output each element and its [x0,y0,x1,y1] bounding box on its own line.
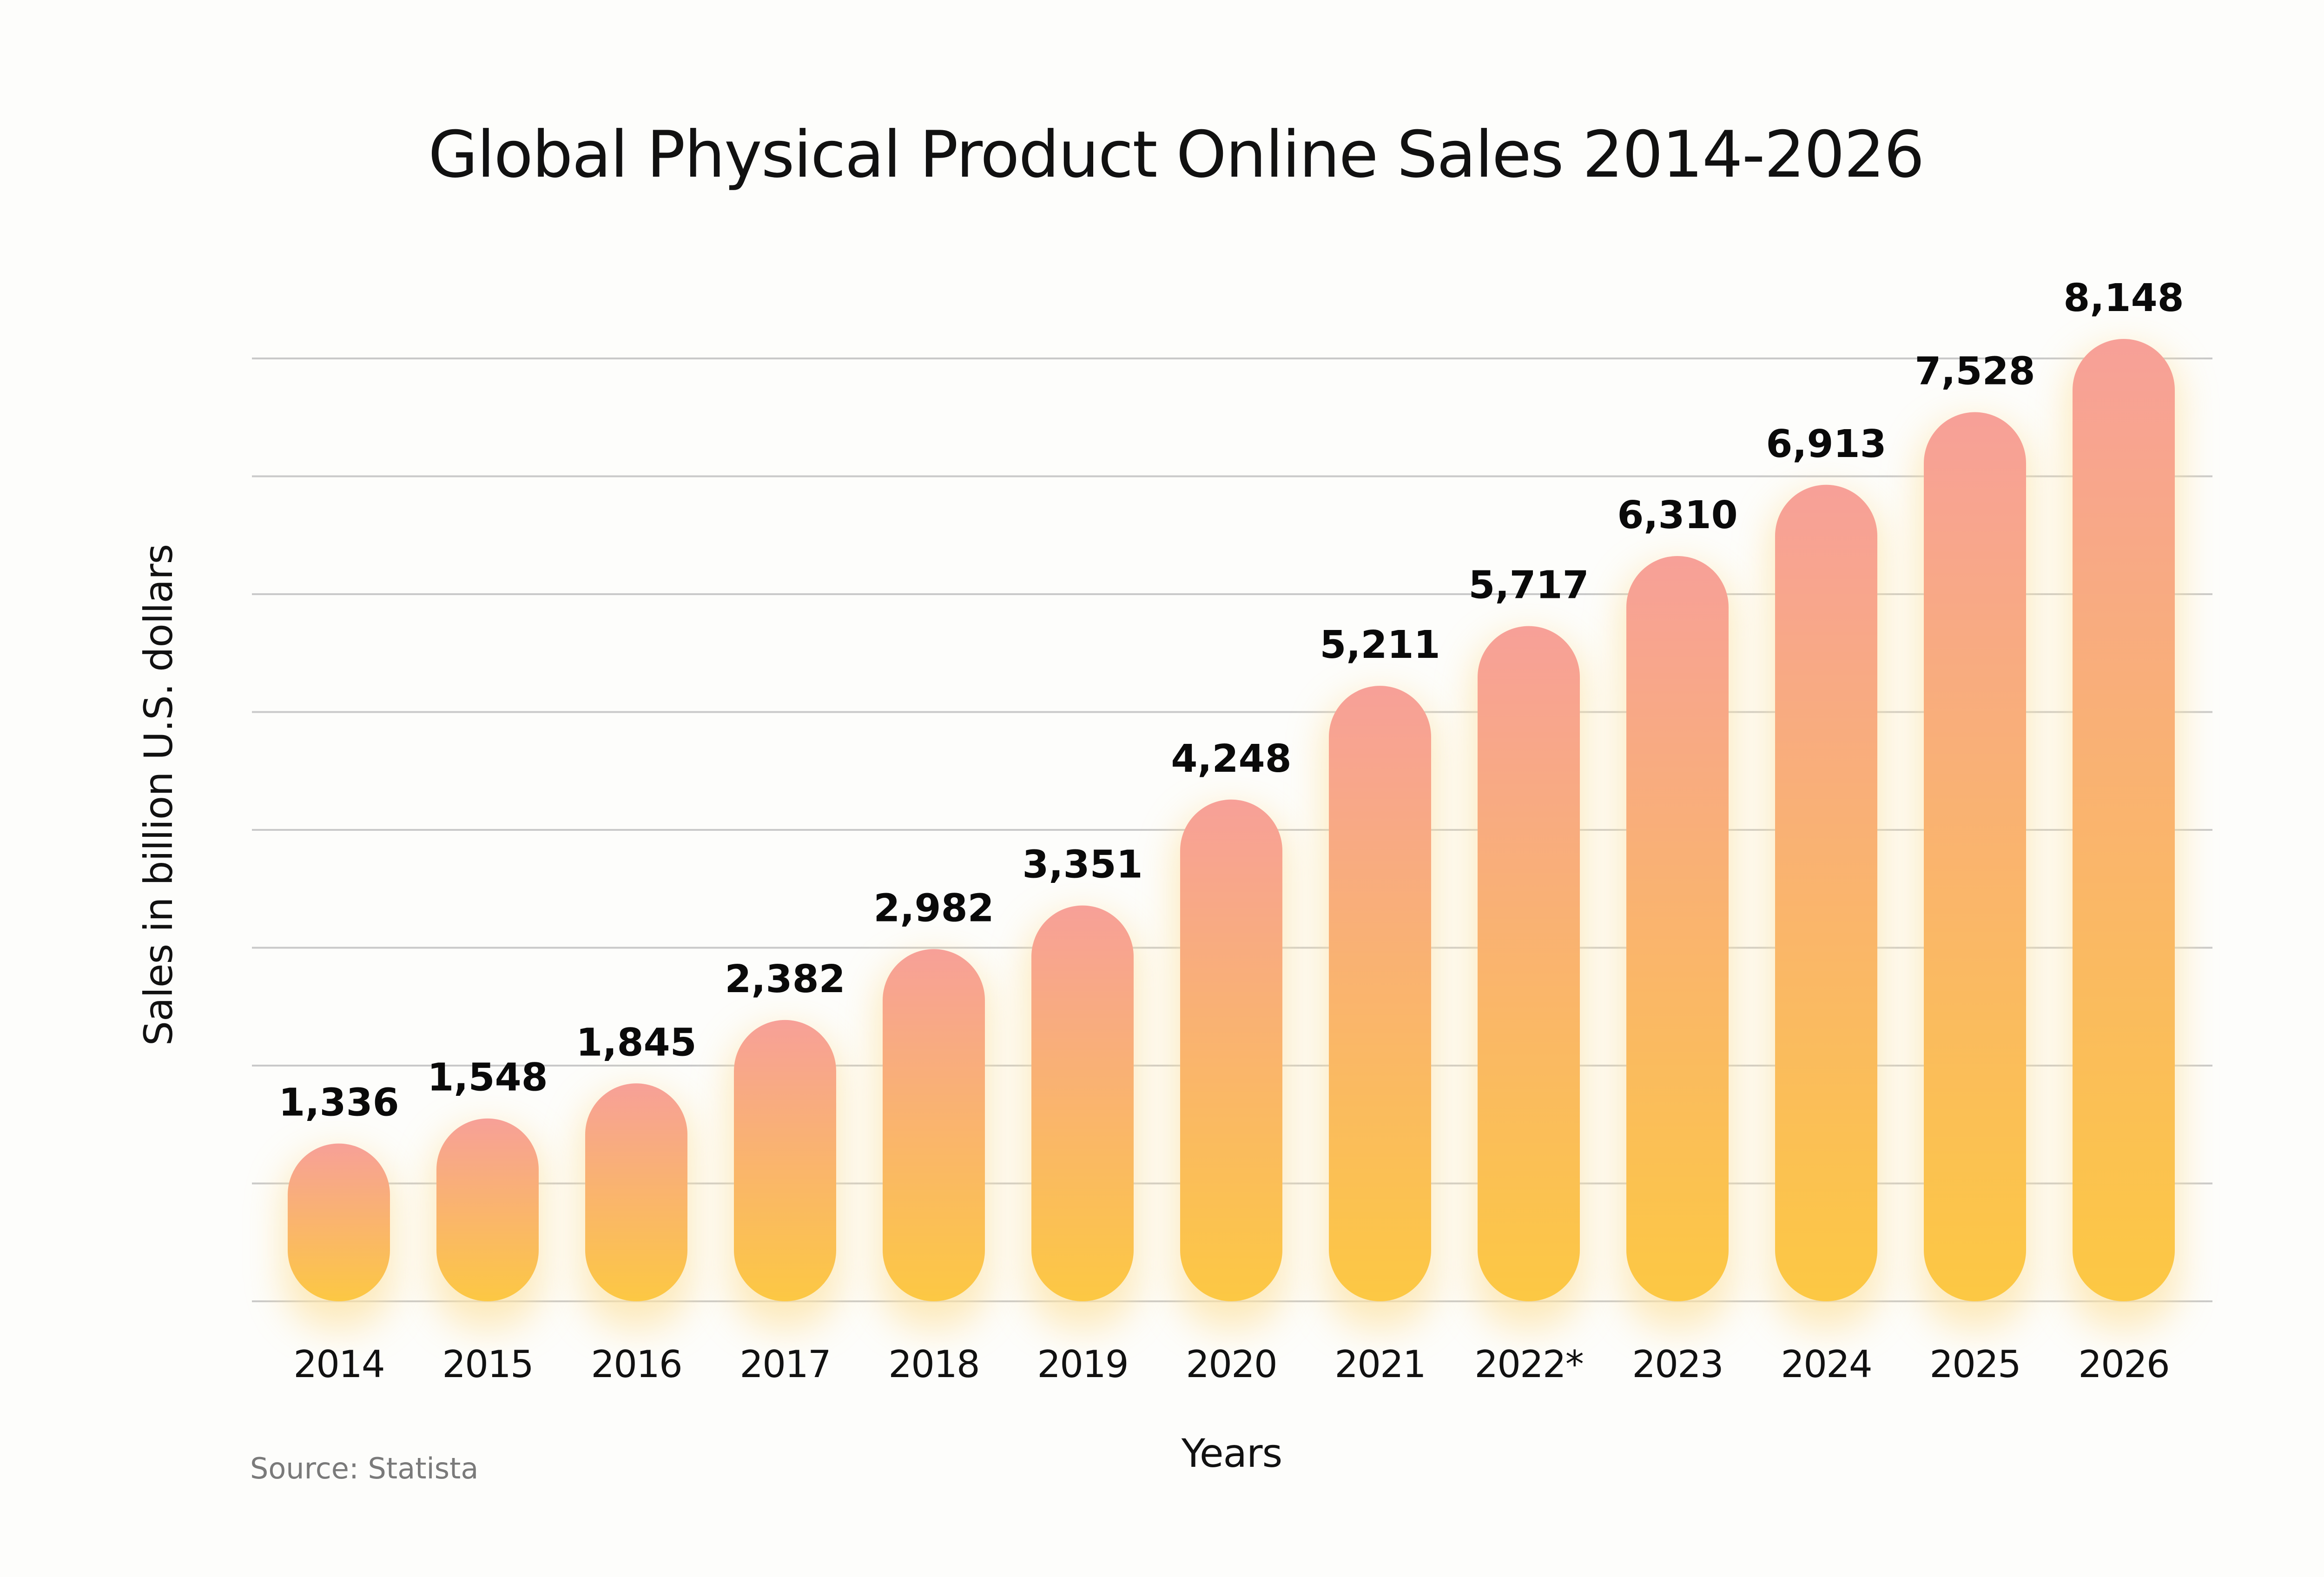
x-tick-label: 2025 [1929,1343,2020,1386]
x-tick-label: 2026 [2078,1343,2169,1386]
x-tick-label: 2014 [293,1343,384,1386]
x-tick-label: 2020 [1186,1343,1277,1386]
value-label: 2,382 [725,957,845,1001]
value-label: 4,248 [1171,737,1291,781]
x-tick-label: 2021 [1334,1343,1426,1386]
x-tick-label: 2017 [739,1343,831,1386]
bar-2024 [1775,484,1877,1301]
value-label: 5,211 [1320,623,1440,667]
bar-2025 [1924,412,2026,1302]
x-tick-label: 2016 [591,1343,682,1386]
bar-2022 [1478,626,1580,1301]
x-axis-label: Years [1181,1431,1282,1476]
x-tick-label: 2015 [442,1343,533,1386]
bar-2014 [288,1143,390,1301]
x-tick-label: 2018 [888,1343,979,1386]
value-label: 1,336 [278,1081,399,1125]
bar-2026 [2073,339,2175,1301]
value-label: 5,717 [1468,563,1589,608]
x-tick-label: 2022* [1474,1343,1583,1386]
x-tick-label: 2019 [1037,1343,1128,1386]
bar-2023 [1626,556,1729,1301]
bar-2020 [1180,799,1282,1301]
value-label: 8,148 [2063,276,2184,320]
y-axis-label: Sales in billion U.S. dollars [136,544,181,1046]
bar-2019 [1031,905,1134,1301]
value-label: 1,845 [576,1020,696,1065]
bars [288,339,2175,1302]
bar-2017 [734,1020,836,1301]
x-tick-labels: 2014 2015 2016 2017 2018 2019 2020 2021 2022* 202… [293,1343,2170,1386]
source-note: Source: Statista [250,1451,478,1485]
bar-2021 [1329,686,1431,1301]
x-tick-label: 2024 [1781,1343,1872,1386]
value-label: 1,548 [427,1056,548,1100]
value-labels: 1,336 1,548 1,845 2,382 2,982 3,351 4,248 5,211… [278,276,2184,1125]
value-label: 2,982 [873,886,994,930]
x-tick-label: 2023 [1632,1343,1723,1386]
bar-2018 [883,949,985,1301]
value-label: 6,913 [1766,422,1886,466]
value-label: 7,528 [1915,350,2035,394]
value-label: 6,310 [1617,493,1737,537]
bar-2016 [585,1083,687,1301]
chart-title: Global Physical Product Online Sales 201… [428,117,1924,192]
bar-2015 [436,1118,539,1301]
value-label: 3,351 [1022,843,1142,887]
